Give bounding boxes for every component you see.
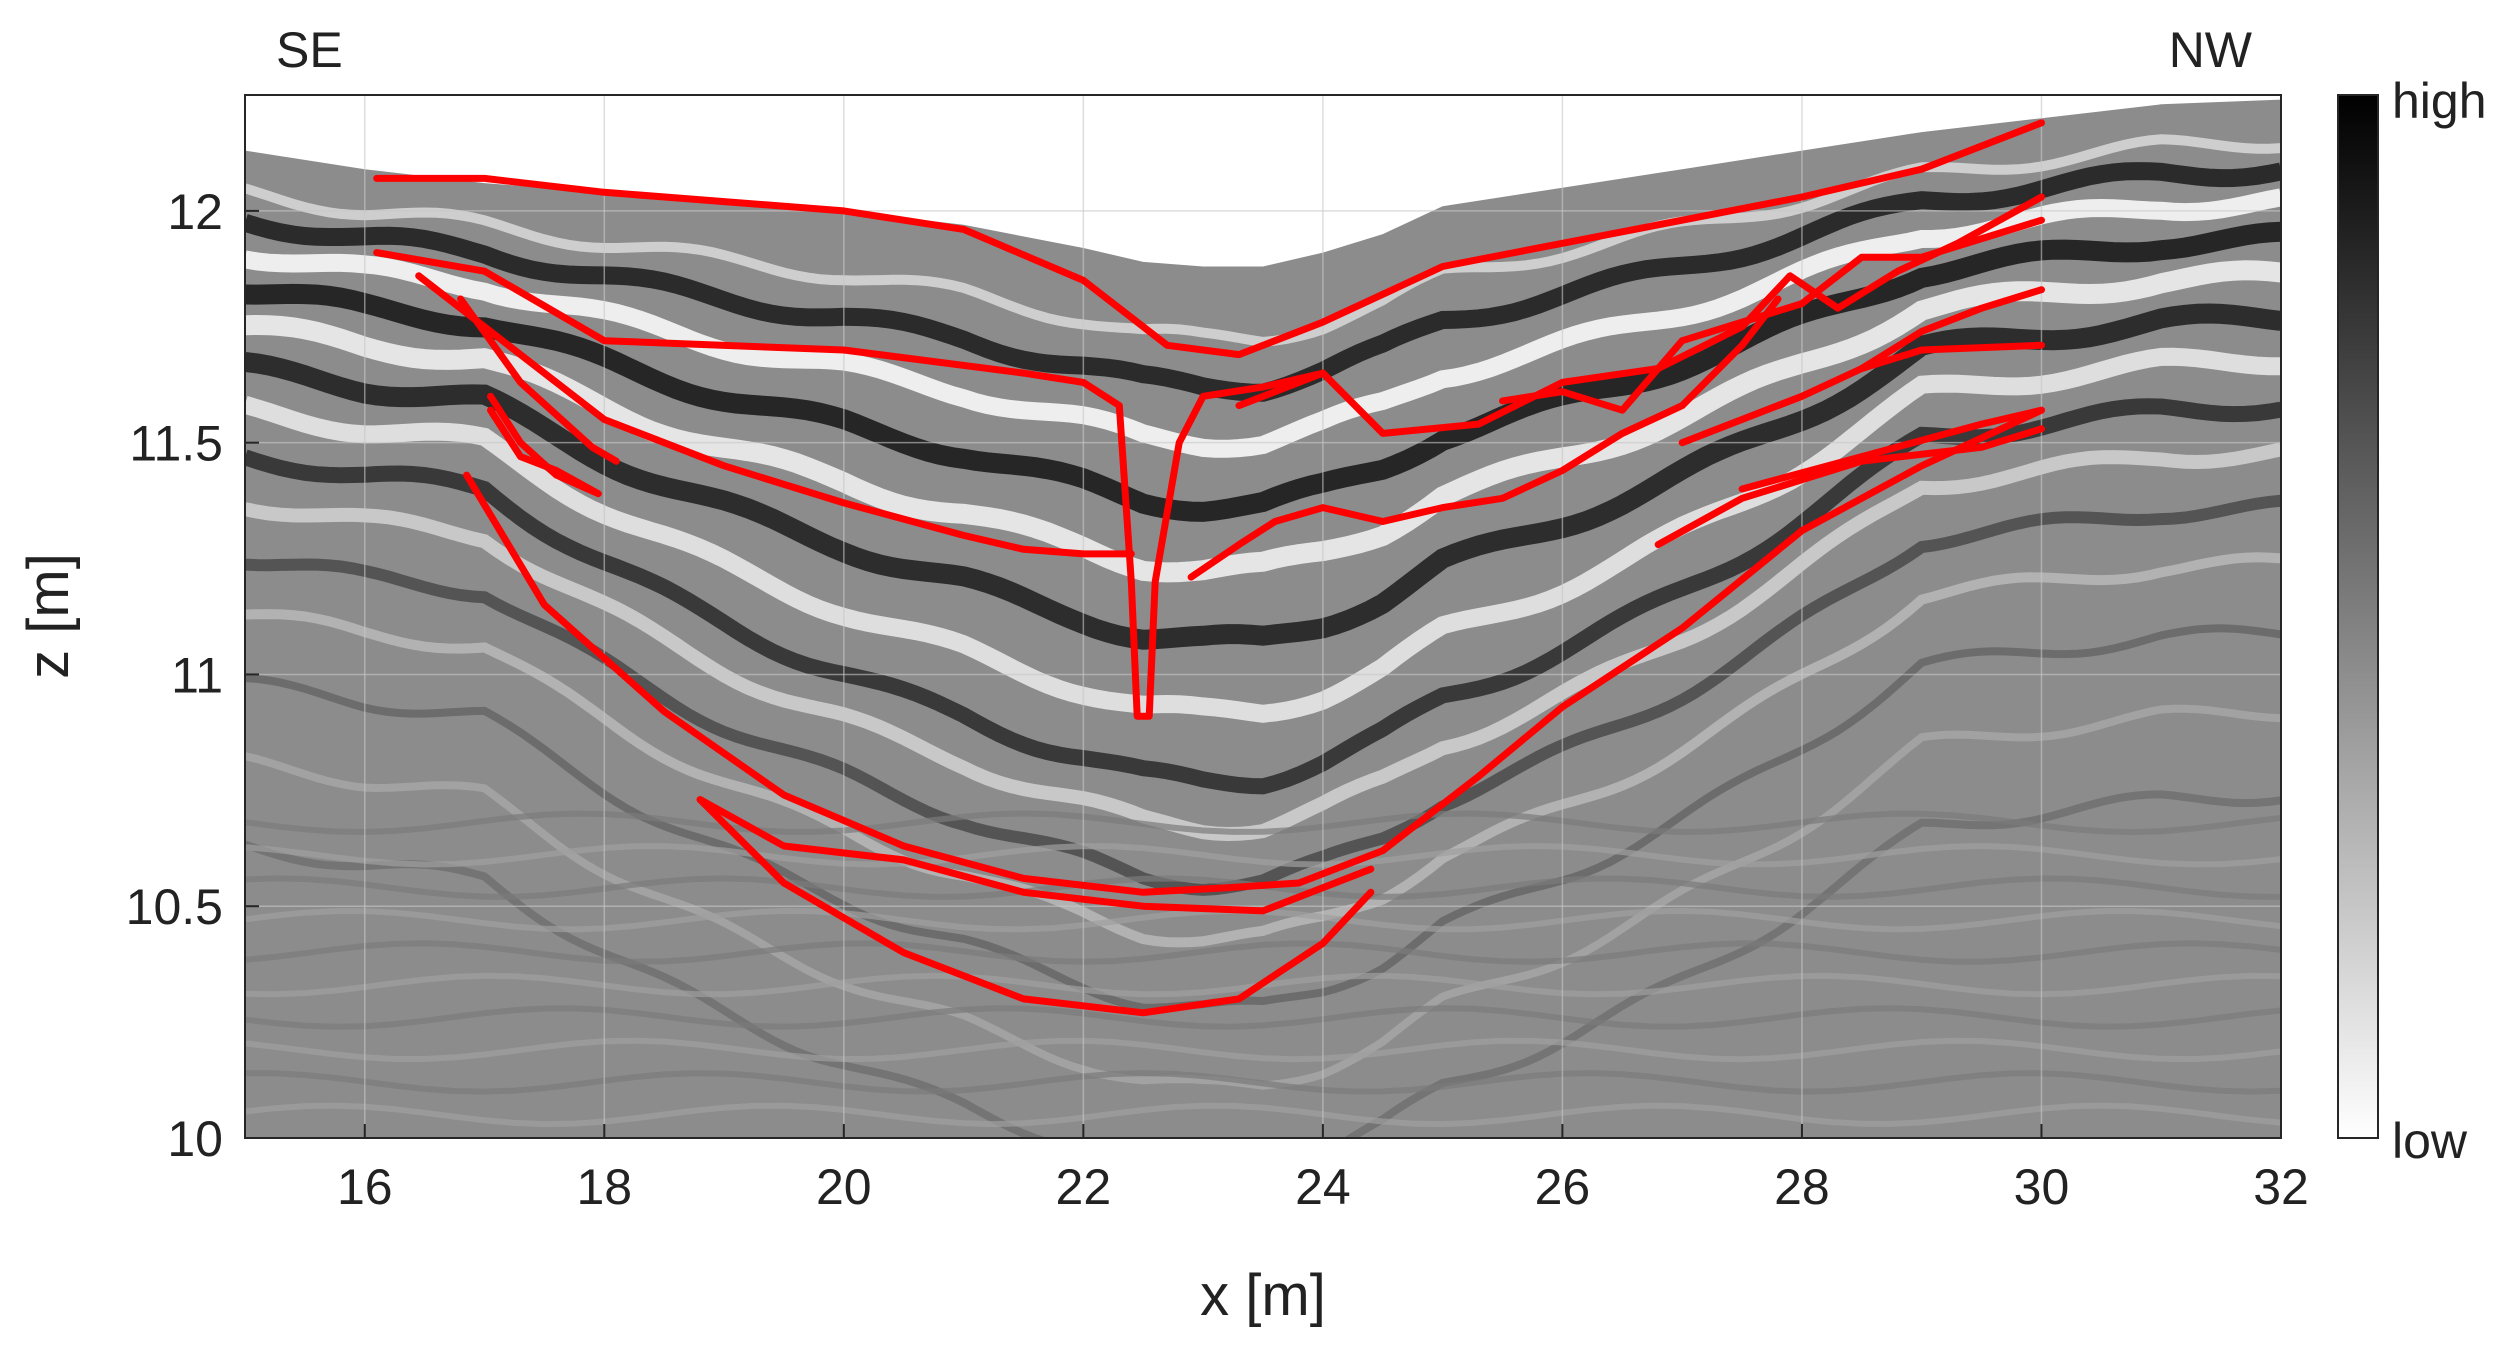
radar-deep-band bbox=[245, 940, 2281, 965]
y-axis-ticks: 10 10.5 11 11.5 12 bbox=[126, 184, 259, 1167]
radar-band bbox=[245, 790, 2281, 1138]
interpretation-line-11 bbox=[1499, 216, 2045, 414]
radar-band bbox=[245, 303, 2281, 650]
interpretation-line-2 bbox=[373, 249, 1327, 720]
interpretation-line-9 bbox=[1187, 295, 1782, 581]
y-tick-label: 12 bbox=[167, 184, 223, 240]
air-above-surface bbox=[245, 95, 2281, 267]
x-axis-ticks: 16 18 20 22 24 26 28 30 32 bbox=[337, 1124, 2309, 1215]
x-tick-label: 28 bbox=[1774, 1159, 1830, 1215]
y-tick-label: 11 bbox=[171, 647, 223, 703]
interpretation-line-6 bbox=[463, 406, 2045, 896]
radar-band bbox=[245, 494, 2281, 896]
radar-deep-band bbox=[245, 1005, 2281, 1030]
radar-band bbox=[245, 260, 2281, 583]
interpretation-line-8 bbox=[696, 796, 1375, 1017]
y-axis-label: z [m] bbox=[16, 553, 81, 679]
colorbar-high-label: high bbox=[2392, 73, 2487, 129]
x-tick-label: 16 bbox=[337, 1159, 393, 1215]
direction-label-left: SE bbox=[276, 22, 343, 78]
interpretation-line-5 bbox=[487, 392, 602, 498]
radar-deep-band bbox=[245, 1102, 2281, 1128]
x-tick-label: 20 bbox=[816, 1159, 872, 1215]
x-tick-label: 30 bbox=[2014, 1159, 2070, 1215]
colorbar-low-label: low bbox=[2392, 1113, 2468, 1169]
radar-deep-band bbox=[245, 842, 2281, 868]
radar-band bbox=[245, 624, 2281, 1012]
interpretation-line-1 bbox=[373, 119, 2045, 359]
direction-label-right: NW bbox=[2169, 22, 2253, 78]
x-tick-label: 32 bbox=[2253, 1159, 2309, 1215]
colorbar bbox=[2337, 94, 2379, 1139]
interpretation-line-12 bbox=[1654, 425, 2045, 549]
y-tick-label: 10.5 bbox=[126, 879, 223, 935]
radar-deep-band bbox=[245, 1070, 2281, 1095]
x-tick-label: 24 bbox=[1295, 1159, 1351, 1215]
interpretation-line-3 bbox=[415, 272, 1135, 558]
interpretation-line-13 bbox=[1738, 406, 2045, 493]
radar-band bbox=[245, 221, 2281, 522]
radar-band bbox=[245, 552, 2281, 948]
radar-image bbox=[245, 95, 2281, 1138]
interpretation-line-15 bbox=[1858, 286, 2045, 372]
radar-band bbox=[245, 347, 2281, 723]
interpretation-line-7 bbox=[696, 796, 1375, 915]
interpretation-lines bbox=[373, 119, 2045, 1017]
y-tick-label: 10 bbox=[167, 1111, 223, 1167]
interpretation-line-4 bbox=[457, 295, 620, 465]
radar-deep-band bbox=[245, 1037, 2281, 1063]
plot-frame bbox=[244, 94, 2282, 1139]
x-tick-label: 26 bbox=[1535, 1159, 1591, 1215]
x-tick-label: 22 bbox=[1056, 1159, 1112, 1215]
y-tick-label: 11.5 bbox=[129, 416, 223, 472]
x-tick-label: 18 bbox=[576, 1159, 632, 1215]
radar-deep-band bbox=[245, 810, 2281, 836]
radar-band bbox=[245, 188, 2281, 458]
interpretation-line-10 bbox=[1235, 193, 2045, 437]
grid bbox=[245, 95, 2281, 1138]
x-axis-label: x [m] bbox=[1200, 1263, 1326, 1328]
